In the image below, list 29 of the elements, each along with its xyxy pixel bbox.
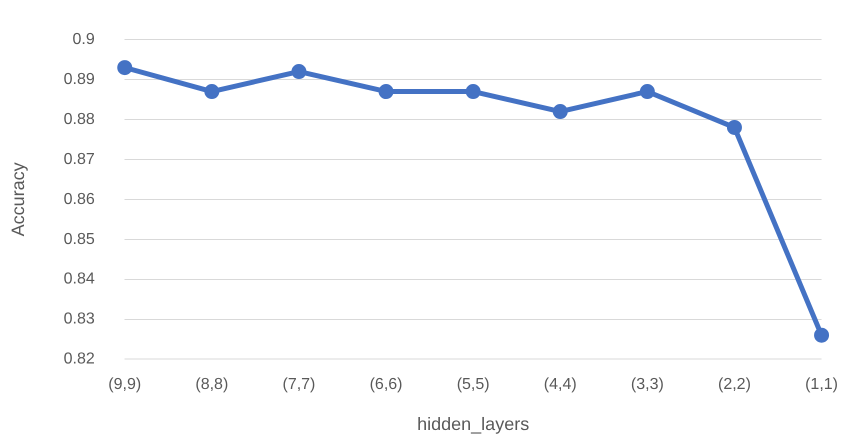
- x-axis-title: hidden_layers: [417, 414, 530, 434]
- y-tick-label: 0.83: [64, 310, 95, 328]
- y-tick-label: 0.9: [72, 31, 95, 48]
- point: [117, 60, 132, 76]
- y-axis-title: Accuracy: [8, 162, 28, 236]
- y-tick-label: 0.87: [64, 150, 95, 168]
- y-tick-label: 0.88: [64, 110, 95, 128]
- x-tick-label: (1,1): [805, 376, 838, 394]
- x-tick-label: (4,4): [544, 376, 577, 394]
- x-tick-label: (2,2): [718, 376, 751, 394]
- point: [378, 84, 394, 100]
- x-tick-label: (6,6): [370, 376, 402, 394]
- x-tick-label: (9,9): [108, 376, 142, 394]
- x-tick-label: (5,5): [456, 376, 490, 394]
- point: [814, 328, 830, 343]
- x-tick-label: (3,3): [630, 376, 664, 394]
- point: [291, 64, 306, 80]
- point: [466, 84, 481, 100]
- point: [552, 104, 568, 120]
- point: [726, 120, 742, 135]
- point: [640, 84, 655, 100]
- x-tick-label: (7,7): [282, 376, 316, 394]
- x-tick-label: (8,8): [195, 376, 228, 394]
- y-tick-label: 0.82: [64, 350, 95, 368]
- y-tick-label: 0.85: [64, 230, 95, 248]
- point: [204, 84, 220, 100]
- y-tick-label: 0.89: [64, 70, 95, 88]
- y-tick-label: 0.86: [64, 190, 95, 208]
- y-tick-label: 0.84: [64, 270, 95, 288]
